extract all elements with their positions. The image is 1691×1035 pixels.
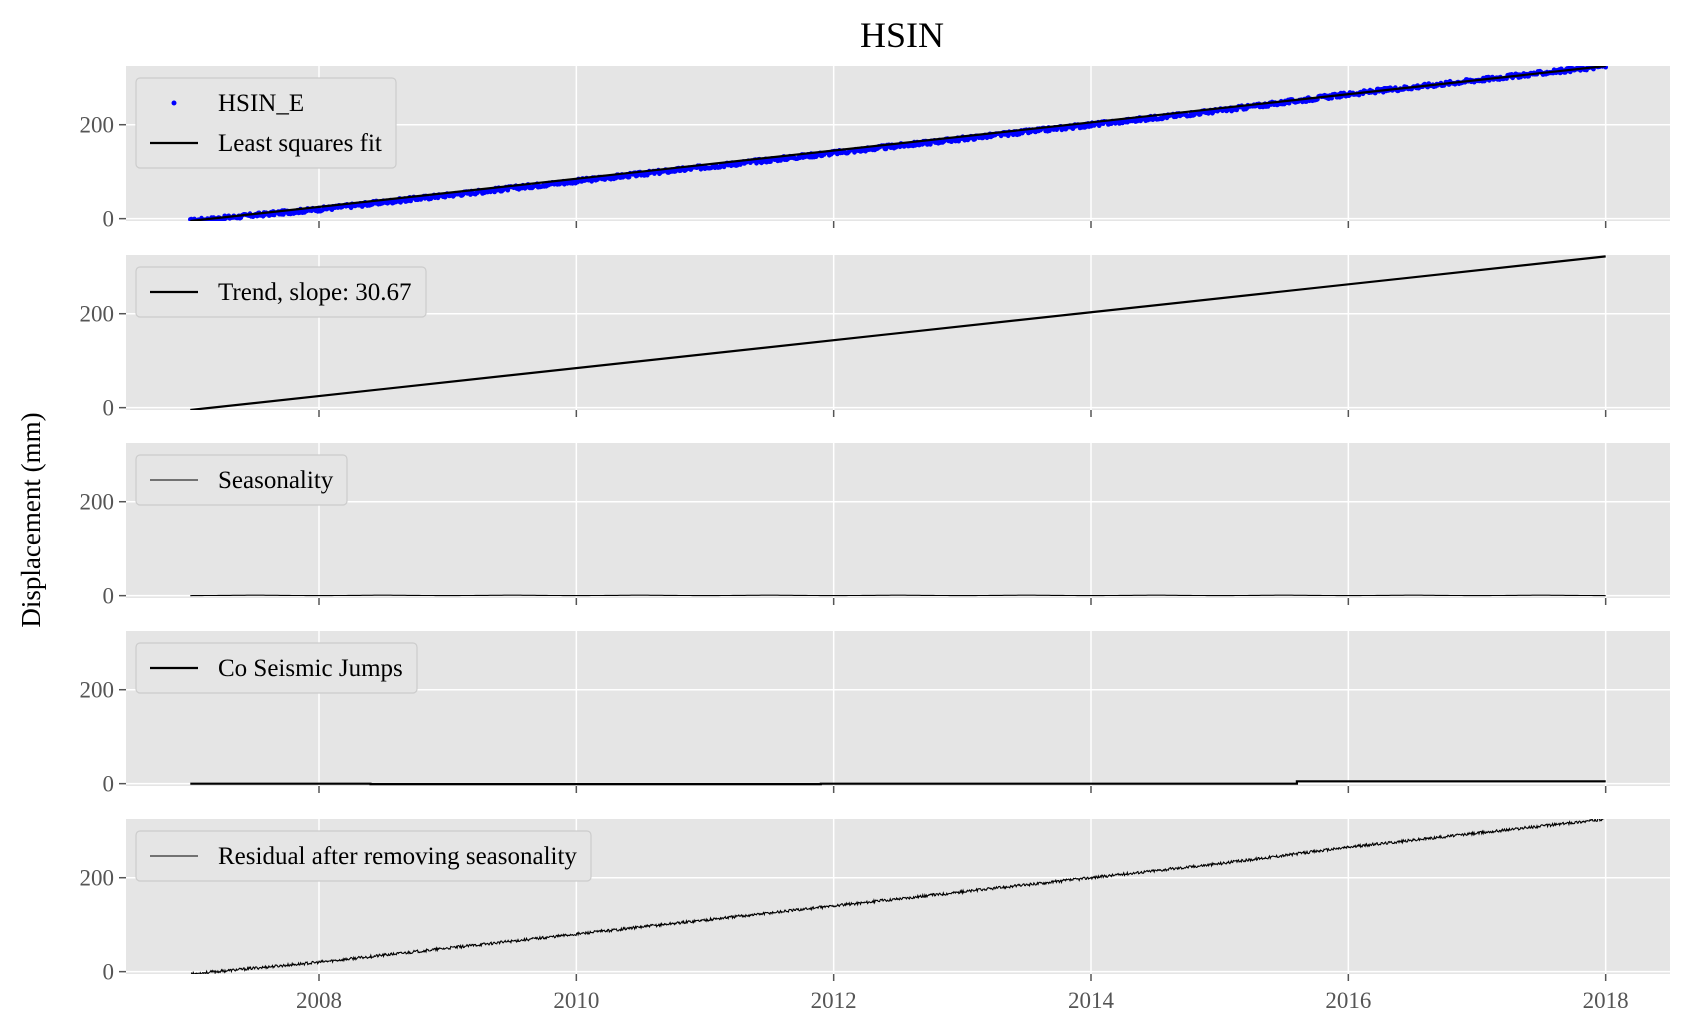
legend-marker [171,100,177,106]
legend-box [135,830,592,882]
x-tick-label: 2008 [296,988,342,1013]
legend-box [135,642,418,694]
x-tick-label: 2018 [1583,988,1629,1013]
plot-background [126,443,1670,598]
y-tick-label: 0 [103,960,115,985]
y-tick-label: 200 [80,678,115,703]
data-point [1286,100,1292,106]
y-tick-label: 0 [103,772,115,797]
y-tick-label: 200 [80,866,115,891]
panels: 0 200 HSIN_E Least squares fit 0 200 Trend, sl… [80,66,1670,1013]
series-group [190,780,1606,786]
legend-box [135,454,348,506]
legend: Seasonality [135,454,348,506]
legend: Trend, slope: 30.67 [135,266,427,318]
y-tick-label: 0 [103,396,115,421]
data-point [589,179,594,184]
y-tick-label: 200 [80,113,115,138]
x-tick-label: 2010 [553,988,599,1013]
y-axis-label: Displacement (mm) [16,412,46,627]
chart-title: HSIN [860,15,944,55]
legend-box [135,77,397,169]
legend-label: Residual after removing seasonality [218,843,577,870]
x-tick-label: 2016 [1325,988,1371,1013]
panel-2: 0 200 Trend, slope: 30.67 [80,255,1670,421]
series-line [190,66,1606,221]
legend-box [135,266,427,318]
y-tick-label: 200 [80,490,115,515]
y-tick-label: 200 [80,302,115,327]
legend: HSIN_E Least squares fit [135,77,397,169]
y-tick-label: 0 [103,207,115,232]
panel-3: 0 200 Seasonality [80,443,1670,609]
series-line [190,780,1606,786]
legend-label: Co Seismic Jumps [218,655,403,682]
panel-5: 0 200 2008 2010 2012 2014 2016 2018 Residual aft… [80,819,1670,1013]
series-group [190,594,1606,597]
series-group [188,66,1608,221]
legend: Co Seismic Jumps [135,642,418,694]
series-line [190,594,1606,597]
x-tick-label: 2012 [811,988,857,1013]
series-group [190,255,1606,410]
legend-label: Trend, slope: 30.67 [218,279,412,306]
legend: Residual after removing seasonality [135,830,592,882]
y-tick-label: 0 [103,584,115,609]
series-line [190,255,1606,410]
panel-1: 0 200 HSIN_E Least squares fit [80,66,1670,232]
legend-label: Seasonality [218,467,334,494]
legend-label: Least squares fit [218,130,382,157]
legend-label: HSIN_E [218,90,304,117]
panel-4: 0 200 Co Seismic Jumps [80,631,1670,797]
x-tick-label: 2014 [1068,988,1115,1013]
series-line [190,819,1604,974]
series-group [190,819,1604,974]
data-point [972,137,978,142]
